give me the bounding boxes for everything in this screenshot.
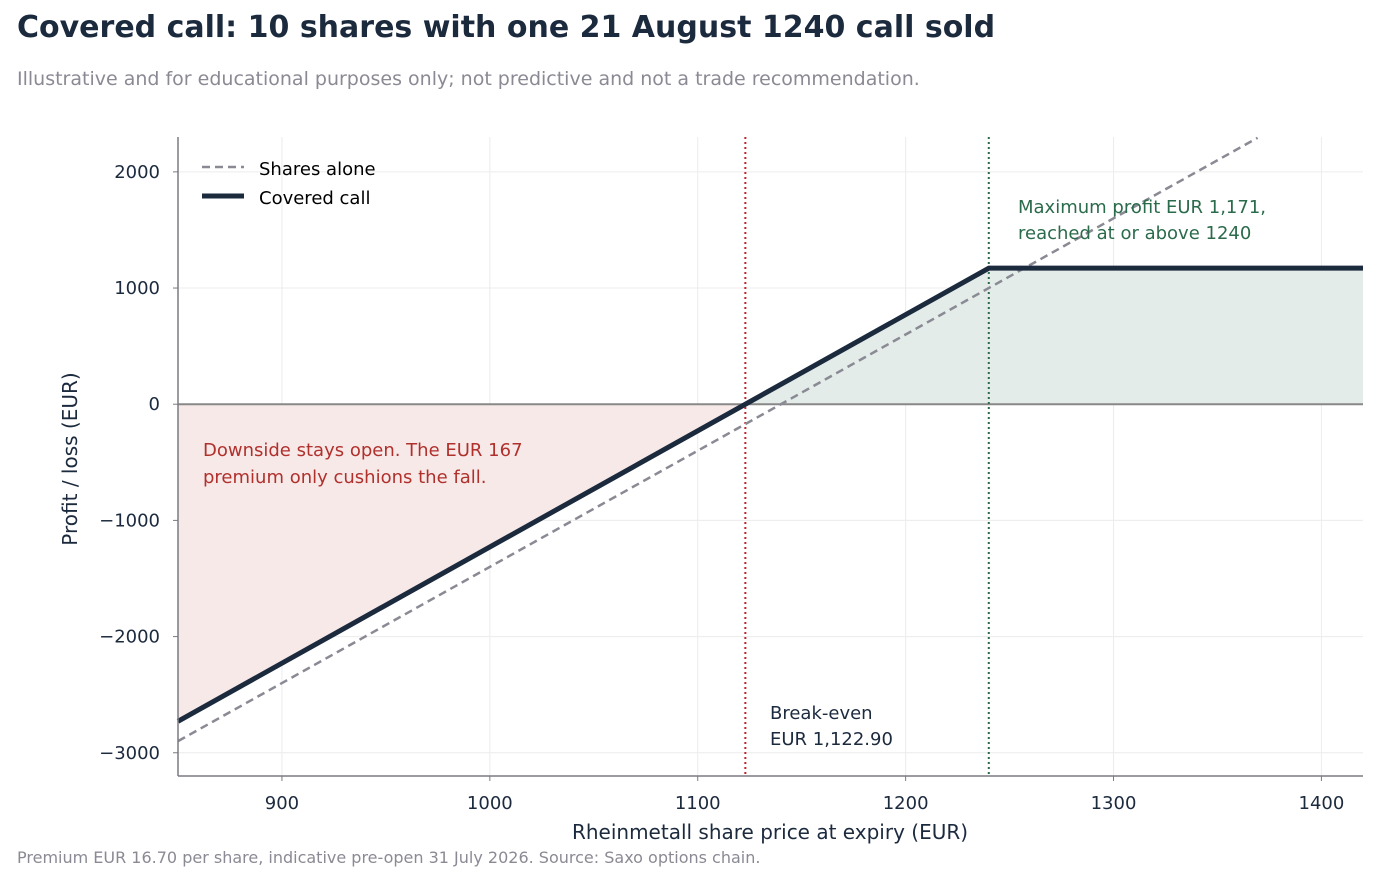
x-axis-label: Rheinmetall share price at expiry (EUR) bbox=[572, 820, 968, 844]
legend: Shares alone Covered call bbox=[202, 159, 376, 209]
profit-loss-shading bbox=[178, 268, 1363, 722]
y-tick-label: −3000 bbox=[99, 743, 160, 764]
series-shares-alone bbox=[177, 136, 1259, 743]
footnote: Premium EUR 16.70 per share, indicative … bbox=[17, 848, 761, 867]
downside-annotation: Downside stays open. The EUR 167 premium… bbox=[203, 440, 523, 488]
x-tick-label: 1000 bbox=[467, 793, 513, 814]
y-tick-label: 0 bbox=[149, 394, 160, 415]
y-tick-label: 2000 bbox=[114, 162, 160, 183]
x-tick-label: 1400 bbox=[1299, 793, 1345, 814]
legend-label-covered: Covered call bbox=[259, 188, 370, 209]
x-tick-label: 1300 bbox=[1091, 793, 1137, 814]
profit-area bbox=[745, 268, 1363, 405]
y-tick-label: −2000 bbox=[99, 627, 160, 648]
x-tick-label: 900 bbox=[265, 793, 299, 814]
chart-subtitle: Illustrative and for educational purpose… bbox=[17, 68, 920, 90]
breakeven-annotation: Break-even EUR 1,122.90 bbox=[770, 703, 893, 750]
y-tick-label: −1000 bbox=[99, 510, 160, 531]
max-profit-line-1: Maximum profit EUR 1,171, bbox=[1018, 197, 1266, 218]
axes bbox=[177, 137, 1363, 777]
downside-line-2: premium only cushions the fall. bbox=[203, 467, 486, 488]
y-axis-label: Profit / loss (EUR) bbox=[58, 372, 82, 545]
downside-line-1: Downside stays open. The EUR 167 bbox=[203, 440, 523, 461]
tick-labels: 900 1000 1100 1200 1300 1400 −3000 −2000 −1000 0 1… bbox=[99, 162, 1344, 814]
breakeven-line-2: EUR 1,122.90 bbox=[770, 729, 893, 750]
y-tick-label: 1000 bbox=[114, 278, 160, 299]
max-profit-line-2: reached at or above 1240 bbox=[1018, 223, 1251, 244]
reference-lines bbox=[744, 137, 990, 776]
max-profit-annotation: Maximum profit EUR 1,171, reached at or … bbox=[1018, 197, 1266, 244]
x-tick-label: 1100 bbox=[675, 793, 721, 814]
series-lines bbox=[176, 136, 1363, 743]
x-tick-label: 1200 bbox=[883, 793, 929, 814]
series-covered-call bbox=[176, 265, 1363, 724]
chart-title: Covered call: 10 shares with one 21 Augu… bbox=[17, 10, 996, 45]
breakeven-line-1: Break-even bbox=[770, 703, 873, 724]
legend-label-shares: Shares alone bbox=[259, 159, 376, 180]
